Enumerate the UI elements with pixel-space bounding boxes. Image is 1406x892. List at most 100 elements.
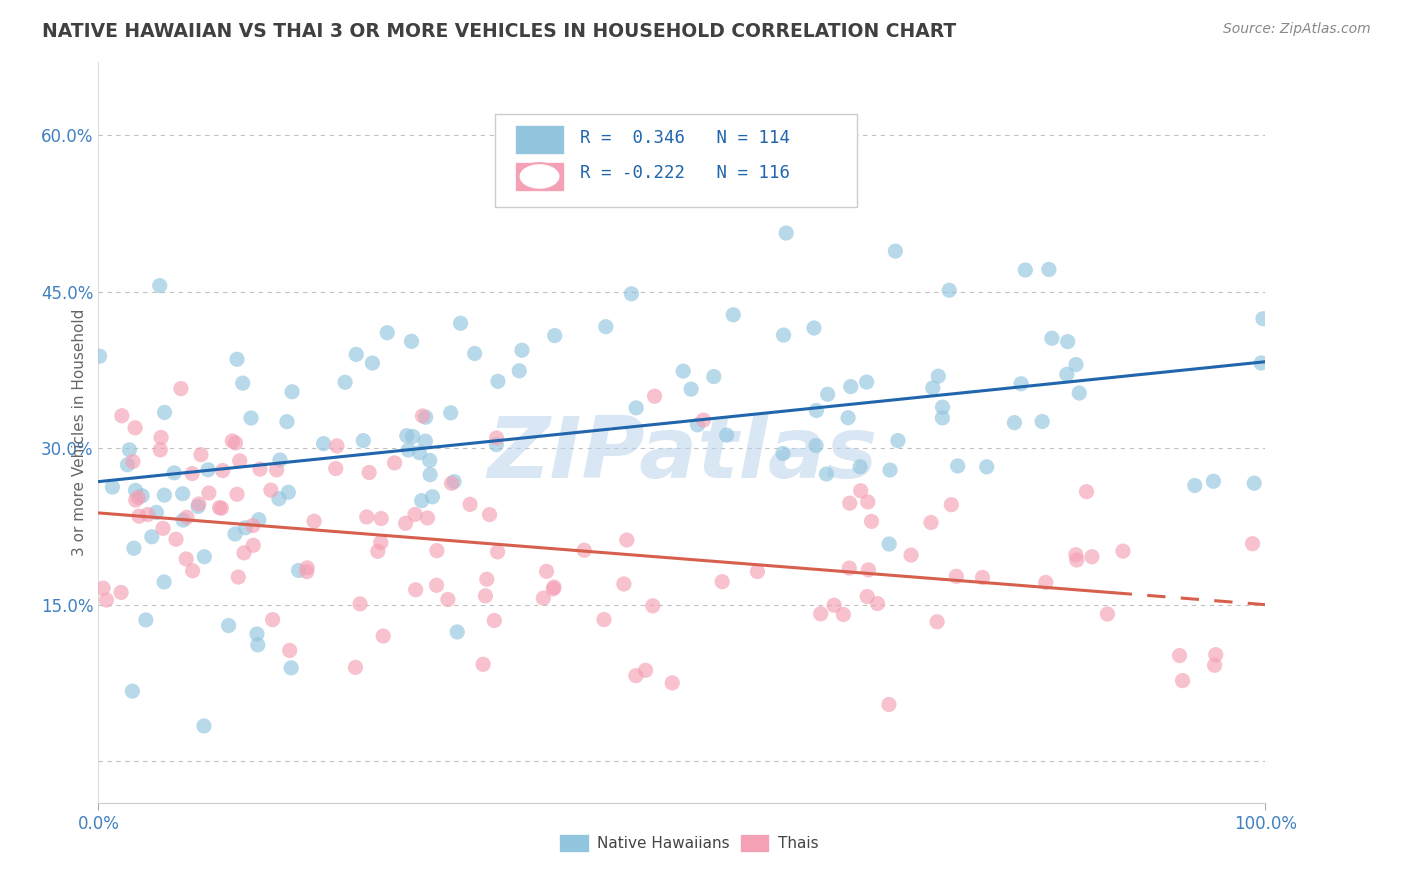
Point (1010, 376, 1032, 391)
Point (325, 461, 347, 475)
Point (1202, 475, 1225, 489)
Point (856, 590, 879, 604)
Y-axis label: 3 or more Vehicles in Household: 3 or more Vehicles in Household (72, 309, 87, 557)
Point (249, 462, 271, 476)
Point (405, 582, 427, 597)
Point (806, 403, 828, 417)
Point (823, 599, 845, 613)
Point (96, 593, 118, 607)
Point (1064, 548, 1087, 562)
Point (127, 491, 149, 505)
Point (124, 483, 146, 498)
Point (124, 421, 146, 435)
Point (1184, 478, 1206, 492)
Point (225, 436, 247, 450)
Point (593, 613, 616, 627)
Point (475, 572, 498, 586)
Point (440, 476, 463, 491)
Point (474, 589, 496, 603)
Point (121, 684, 143, 698)
Point (817, 387, 839, 401)
Point (149, 278, 172, 293)
Point (419, 467, 441, 482)
Point (269, 453, 291, 467)
Point (510, 343, 533, 358)
Point (672, 364, 695, 378)
Point (458, 497, 481, 511)
Point (211, 464, 233, 478)
Point (170, 382, 193, 396)
Point (312, 436, 335, 450)
Point (450, 316, 472, 330)
Point (1250, 356, 1272, 370)
Point (849, 459, 872, 474)
Point (163, 466, 186, 480)
Point (803, 321, 825, 335)
Point (1076, 484, 1098, 499)
Point (415, 434, 437, 449)
Point (411, 409, 433, 423)
Point (927, 615, 949, 629)
Point (946, 458, 969, 473)
Point (174, 552, 197, 566)
Point (775, 226, 797, 240)
Point (686, 417, 709, 432)
Point (1069, 386, 1091, 401)
Point (877, 537, 900, 551)
Point (613, 577, 636, 591)
Point (359, 466, 381, 480)
Point (641, 599, 664, 613)
Text: Thais: Thais (778, 836, 818, 851)
Point (91, 581, 114, 595)
Point (235, 521, 257, 535)
Point (149, 442, 172, 457)
Point (295, 565, 318, 579)
Point (153, 488, 176, 502)
Point (276, 415, 298, 429)
Point (1056, 334, 1078, 349)
Point (228, 454, 250, 468)
Point (887, 434, 910, 448)
Point (422, 490, 444, 504)
Point (543, 580, 565, 594)
Point (900, 548, 922, 562)
Point (716, 428, 738, 442)
FancyBboxPatch shape (495, 114, 856, 207)
Point (187, 500, 209, 514)
Point (541, 582, 564, 596)
Point (692, 413, 714, 427)
Point (349, 597, 371, 611)
Point (344, 660, 367, 674)
Point (723, 308, 745, 322)
Point (879, 463, 901, 477)
Point (478, 508, 501, 522)
Point (486, 375, 509, 389)
Point (218, 618, 240, 632)
Point (595, 319, 617, 334)
Point (634, 663, 657, 677)
Point (624, 669, 647, 683)
Point (1038, 262, 1060, 277)
Point (616, 533, 638, 547)
Text: Native Hawaiians: Native Hawaiians (596, 836, 730, 851)
Point (344, 347, 367, 361)
Point (856, 495, 879, 509)
Point (927, 369, 949, 384)
Bar (560, 834, 589, 853)
Point (226, 487, 249, 501)
Point (938, 283, 960, 297)
Point (661, 676, 683, 690)
Point (190, 448, 212, 462)
Point (425, 578, 447, 592)
Point (136, 508, 159, 522)
Point (295, 561, 318, 575)
Point (838, 496, 860, 510)
Point (193, 719, 215, 733)
Point (849, 483, 872, 498)
Point (172, 513, 194, 527)
Point (224, 527, 246, 541)
Bar (741, 834, 769, 853)
Point (122, 454, 145, 468)
Point (260, 483, 283, 497)
Point (544, 328, 567, 343)
